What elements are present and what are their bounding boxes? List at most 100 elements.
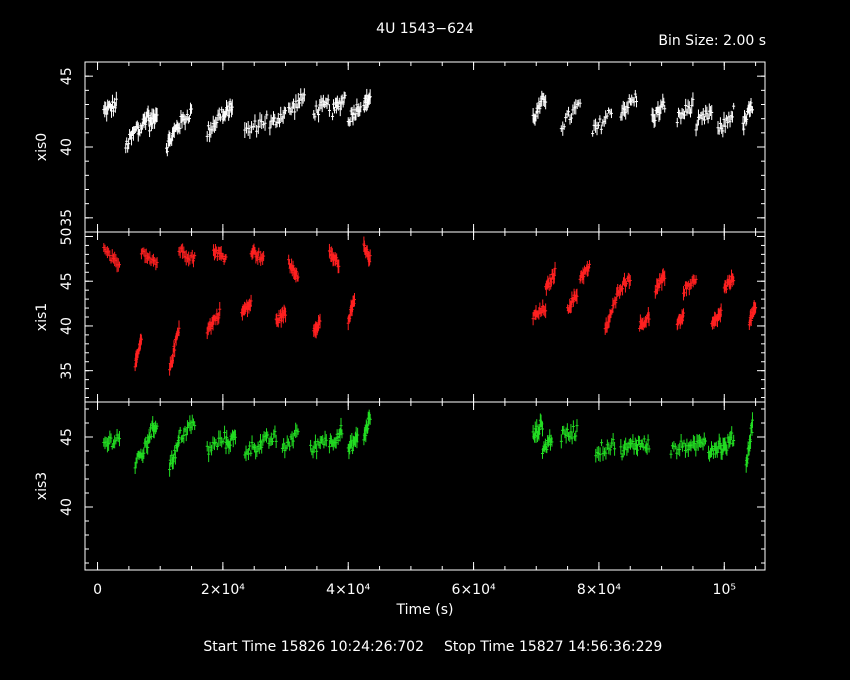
data-segment: [177, 243, 197, 268]
chart-title: 4U 1543−624: [376, 21, 474, 37]
stop-time-label: Stop Time 15827 14:56:36:229: [444, 639, 662, 655]
data-segment: [619, 434, 639, 461]
data-segment: [243, 110, 269, 139]
y-tick-label: 40: [59, 498, 75, 516]
data-segment: [221, 98, 234, 124]
panel-frame: [84, 401, 766, 571]
data-segment: [280, 422, 300, 459]
data-segment: [327, 243, 341, 274]
panel-frame: [84, 61, 766, 233]
data-segment: [168, 320, 181, 376]
data-segment: [177, 414, 197, 445]
data-segment: [541, 429, 554, 459]
y-tick-label: 50: [59, 228, 75, 246]
data-segment: [694, 103, 714, 137]
data-segment: [591, 107, 613, 137]
data-segment: [243, 433, 262, 462]
x-tick-label: 8×10⁴: [577, 582, 621, 598]
data-segment: [675, 308, 686, 331]
data-segment: [133, 436, 150, 474]
x-tick-label: 4×10⁴: [326, 582, 370, 598]
y-tick-label: 45: [59, 428, 75, 446]
data-segment: [566, 288, 579, 314]
data-segment: [559, 98, 582, 136]
data-segment: [168, 435, 181, 477]
data-segment: [146, 416, 159, 444]
y-tick-label: 45: [59, 272, 75, 290]
data-segment: [531, 299, 548, 326]
data-segment: [675, 92, 695, 128]
data-segment: [362, 409, 372, 446]
data-segment: [744, 412, 754, 473]
x-tick-label: 0: [93, 582, 102, 598]
data-segment: [650, 93, 667, 129]
data-segment: [346, 426, 360, 460]
data-segment: [559, 419, 579, 449]
data-segment: [287, 254, 300, 283]
x-tick-label: 10⁵: [713, 582, 736, 598]
data-segment: [531, 413, 545, 444]
data-segment: [346, 98, 363, 127]
data-segment: [139, 247, 159, 271]
data-segment: [635, 434, 651, 457]
data-segment: [346, 293, 356, 331]
data-segment: [707, 433, 723, 462]
data-segment: [133, 333, 143, 372]
data-segment: [362, 236, 372, 267]
x-axis-label: Time (s): [396, 602, 454, 618]
data-segment: [268, 106, 288, 136]
data-segment: [205, 301, 222, 340]
data-segment: [136, 105, 151, 142]
data-segment: [287, 88, 306, 120]
data-segment: [594, 433, 617, 463]
y-tick-label: 40: [59, 317, 75, 335]
data-segment: [331, 91, 347, 121]
data-segment: [722, 269, 736, 294]
y-tick-label: 45: [59, 67, 75, 85]
data-segment: [741, 98, 754, 136]
data-segment: [224, 429, 237, 455]
data-segment: [531, 90, 548, 126]
data-segment: [544, 261, 557, 296]
data-segment: [147, 107, 159, 138]
y-axis-label: xis0: [34, 133, 50, 161]
data-segment: [716, 102, 736, 138]
data-segment: [176, 102, 194, 135]
data-segment: [719, 426, 736, 460]
data-segment: [124, 120, 140, 154]
data-segment: [619, 89, 639, 121]
bin-size-label: Bin Size: 2.00 s: [658, 33, 766, 49]
data-segment: [258, 425, 278, 454]
data-segment: [638, 307, 651, 332]
data-segment: [653, 268, 667, 299]
data-segment: [205, 425, 228, 463]
y-axis-label: xis3: [34, 472, 50, 500]
data-segment: [327, 417, 344, 454]
y-tick-label: 35: [59, 362, 75, 380]
data-segment: [102, 91, 118, 122]
y-tick-label: 40: [59, 138, 75, 156]
data-segment: [249, 243, 266, 266]
data-segment: [747, 300, 758, 330]
data-segment: [205, 106, 225, 143]
data-segment: [102, 428, 121, 453]
data-segment: [274, 304, 288, 328]
y-axis-label: xis1: [34, 303, 50, 331]
data-segment: [312, 313, 322, 339]
data-segment: [362, 88, 372, 113]
data-segment: [669, 433, 692, 460]
y-tick-label: 35: [59, 209, 75, 227]
data-segment: [312, 94, 331, 123]
data-segment: [616, 272, 632, 299]
data-segment: [211, 244, 228, 265]
data-segment: [102, 243, 121, 273]
data-segment: [603, 286, 620, 335]
data-segment: [688, 432, 707, 457]
data-segment: [578, 260, 592, 285]
x-tick-label: 2×10⁴: [201, 582, 245, 598]
data-segment: [164, 119, 180, 157]
start-time-label: Start Time 15826 10:24:26:702: [203, 639, 424, 655]
data-segment: [710, 303, 723, 330]
data-segment: [682, 274, 698, 301]
